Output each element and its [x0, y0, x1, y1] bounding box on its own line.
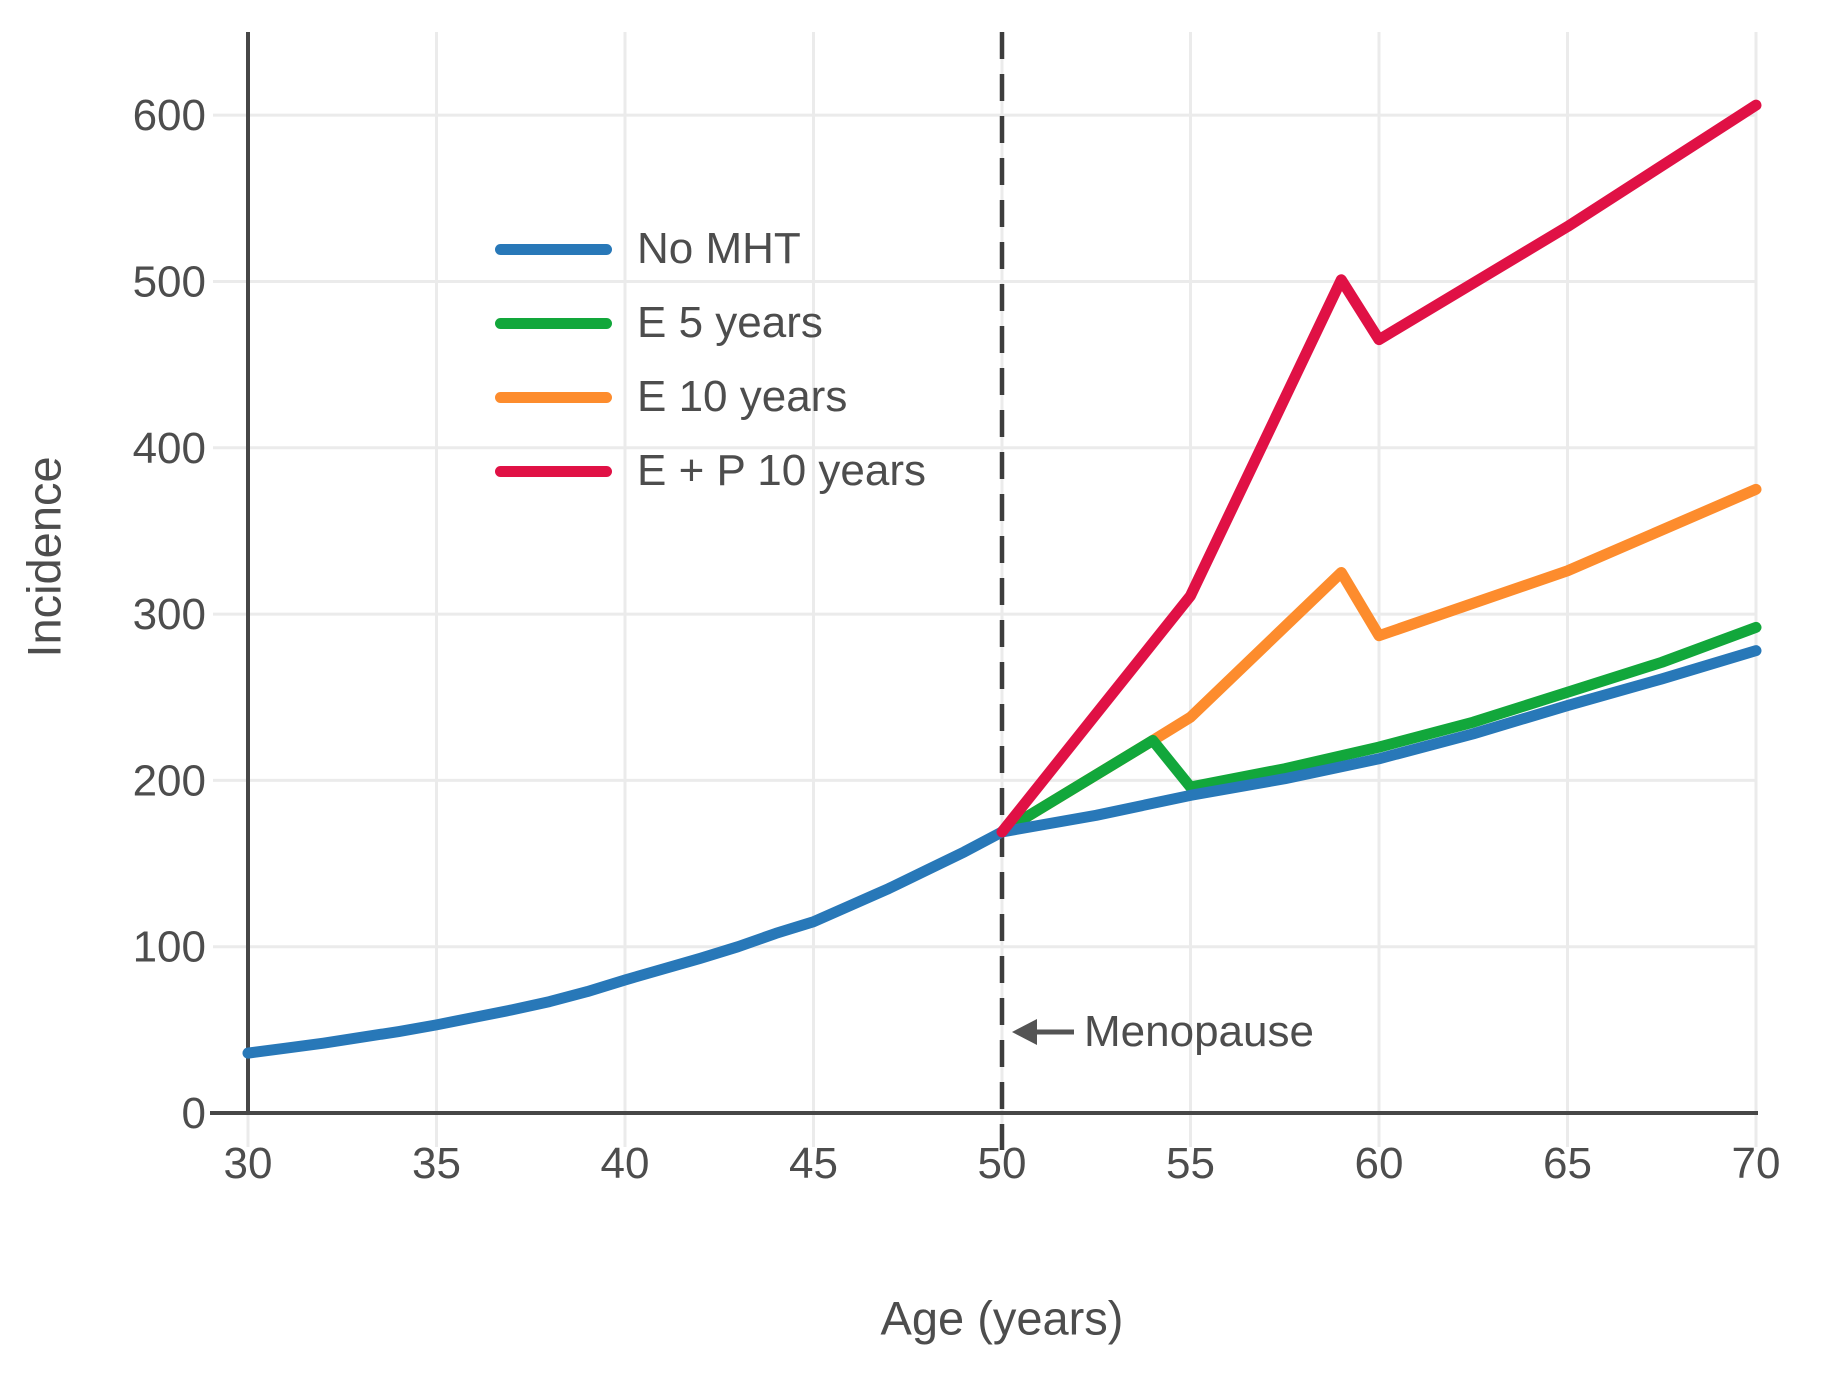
legend-item: E + P 10 years	[495, 434, 926, 508]
svg-text:200: 200	[133, 756, 206, 805]
svg-text:0: 0	[182, 1089, 206, 1138]
svg-text:60: 60	[1355, 1139, 1404, 1188]
legend-label: E 10 years	[637, 372, 848, 421]
legend-label: E 5 years	[637, 298, 823, 347]
legend-label: E + P 10 years	[637, 446, 927, 495]
svg-text:300: 300	[133, 590, 206, 639]
menopause-annotation: Menopause	[1010, 1007, 1314, 1057]
legend-swatch-e-5-years	[495, 317, 612, 329]
menopause-label: Menopause	[1084, 1007, 1314, 1056]
legend-swatch-e-p-10-years	[495, 465, 612, 477]
legend-swatch-e-10-years	[495, 391, 612, 403]
svg-text:100: 100	[133, 923, 206, 972]
svg-text:400: 400	[133, 424, 206, 473]
svg-text:65: 65	[1543, 1139, 1592, 1188]
svg-text:45: 45	[789, 1139, 838, 1188]
svg-text:40: 40	[601, 1139, 650, 1188]
legend-swatch-no-mht	[495, 243, 612, 255]
arrow-left-icon	[1012, 1019, 1074, 1045]
svg-text:30: 30	[224, 1139, 273, 1188]
y-axis-title: Incidence	[17, 456, 71, 658]
svg-text:35: 35	[412, 1139, 461, 1188]
legend: No MHT E 5 years E 10 years E + P 10 yea…	[495, 212, 926, 508]
svg-text:70: 70	[1732, 1139, 1781, 1188]
x-axis-title: Age (years)	[880, 1291, 1124, 1345]
svg-text:500: 500	[133, 257, 206, 306]
svg-text:50: 50	[978, 1139, 1027, 1188]
svg-text:600: 600	[133, 91, 206, 140]
legend-label: No MHT	[637, 224, 801, 273]
legend-item: E 5 years	[495, 286, 926, 360]
legend-item: No MHT	[495, 212, 926, 286]
svg-text:55: 55	[1166, 1139, 1215, 1188]
legend-item: E 10 years	[495, 360, 926, 434]
